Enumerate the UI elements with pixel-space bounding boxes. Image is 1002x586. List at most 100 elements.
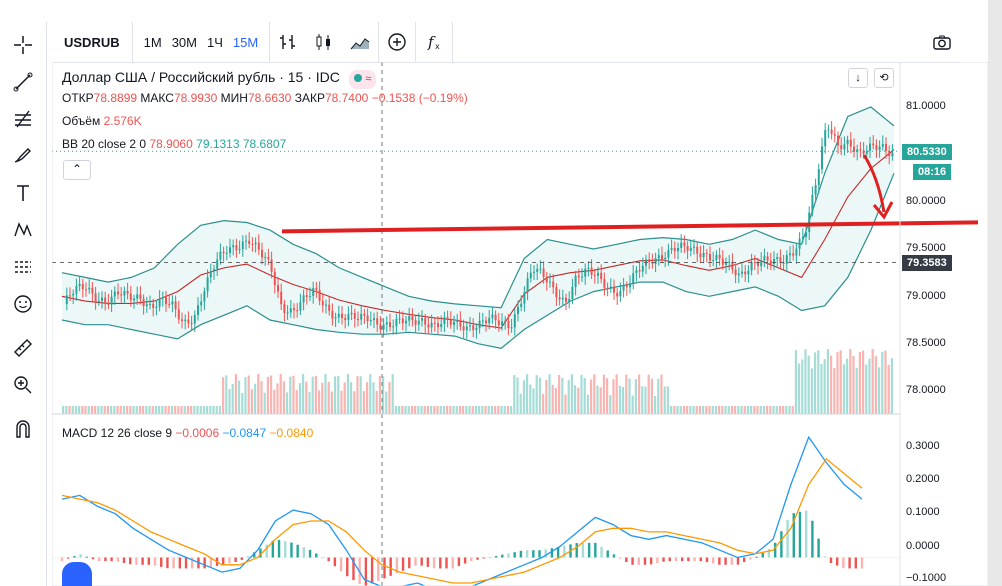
candle-body [686, 245, 689, 251]
macd-histogram-bar [383, 557, 386, 579]
camera-icon[interactable] [924, 22, 960, 62]
macd-histogram-bar [637, 557, 640, 565]
volume-bar [823, 359, 826, 414]
magnet-icon[interactable] [8, 414, 38, 444]
pattern-tool-icon[interactable] [8, 215, 38, 245]
candle-body [72, 293, 75, 296]
macd-histogram-bar [85, 556, 89, 558]
candle-body [763, 256, 766, 261]
forecast-tool-icon[interactable] [8, 252, 38, 282]
macd-histogram-bar [773, 542, 777, 558]
candle-body [222, 251, 225, 253]
volume-bar [686, 406, 689, 414]
interval-1h[interactable]: 1Ч [206, 34, 223, 50]
candle-body [757, 262, 759, 266]
chart-canvas[interactable] [52, 62, 988, 586]
fib-tool-icon[interactable] [8, 104, 38, 134]
macd-histogram-bar [767, 549, 771, 558]
volume-bar [337, 376, 340, 414]
chart-legend: Доллар США / Российский рубль · 15 · IDC… [62, 68, 468, 154]
collapse-legend-button[interactable]: ⌃ [63, 160, 91, 180]
symbol-search-button[interactable]: USDRUB [64, 34, 120, 50]
candle-body [65, 295, 68, 304]
macd-histogram-bar [742, 557, 746, 563]
candle-body [449, 319, 452, 325]
volume-bar [740, 406, 743, 414]
zoom-in-icon[interactable] [8, 370, 38, 400]
interval-30m[interactable]: 30М [171, 34, 197, 50]
emoji-tool-icon[interactable] [8, 289, 38, 319]
interval-1m[interactable]: 1М [143, 34, 162, 50]
high-value: 78.9930 [173, 91, 218, 105]
candles-style-icon[interactable] [306, 22, 342, 62]
volume-bar [775, 406, 778, 414]
macd-histogram-bar [538, 550, 541, 558]
volume-bar [711, 406, 714, 414]
candle-body [296, 310, 299, 312]
macd-histogram-bar [110, 557, 113, 562]
crosshair-tool-icon[interactable] [8, 30, 38, 60]
candle-body [574, 275, 577, 287]
ruler-tool-icon[interactable] [8, 333, 38, 363]
volume-bar [430, 406, 433, 414]
candle-body [184, 319, 187, 321]
volume-bar [807, 355, 810, 414]
candle-body [696, 246, 699, 254]
macd-histogram-bar [420, 557, 423, 566]
candle-body [491, 314, 494, 318]
compare-add-icon[interactable] [379, 22, 415, 62]
candle-body [811, 194, 814, 213]
volume-bar [302, 374, 305, 414]
macd-histogram-bar [141, 557, 144, 565]
candle-body [507, 321, 510, 329]
macd-pane [60, 435, 864, 586]
candle-body [843, 144, 846, 150]
volume-bar [145, 406, 148, 414]
candle-body [641, 265, 644, 272]
volume-bar [734, 406, 737, 414]
candle-body [638, 270, 641, 272]
volume-bar [881, 351, 884, 414]
macd-histogram-bar [358, 557, 361, 584]
drawn-resistance-line [281, 220, 979, 234]
macd-histogram-bar [792, 513, 795, 558]
bars-style-icon[interactable] [270, 22, 306, 62]
volume-bar [388, 381, 391, 414]
tradingview-logo-icon[interactable] [62, 562, 92, 586]
candle-body [446, 317, 449, 320]
candle-body [741, 271, 743, 274]
svg-text:x: x [435, 42, 440, 51]
area-style-icon[interactable] [342, 22, 378, 62]
macd-line [61, 435, 863, 586]
brush-tool-icon[interactable] [8, 141, 38, 171]
volume-bar [209, 406, 212, 414]
candle-body [693, 246, 695, 248]
candle-body [174, 301, 177, 310]
candle-body [709, 253, 711, 261]
candle-body [440, 323, 443, 328]
candle-body [177, 309, 180, 320]
volume-bar [372, 382, 375, 414]
candle-body [302, 295, 305, 303]
macd-tick: 0.1000 [906, 506, 940, 518]
volume-bar [404, 406, 407, 414]
volume-bar [772, 406, 775, 414]
interval-15m[interactable]: 15М [232, 34, 259, 50]
macd-histogram-bar [618, 557, 622, 559]
text-tool-icon[interactable] [8, 178, 38, 208]
arrow-down-icon[interactable]: ↓ [848, 68, 868, 88]
volume-bar [814, 352, 817, 414]
volume-bar [622, 387, 625, 414]
macd-histogram-bar [60, 557, 64, 562]
candle-body [856, 149, 859, 152]
reset-icon[interactable]: ⟲ [874, 68, 894, 88]
volume-bar [362, 391, 365, 414]
candle-body [808, 212, 811, 233]
candle-body [552, 281, 555, 288]
macd-histogram-bar [370, 557, 374, 584]
candle-body [225, 252, 228, 254]
candle-body [373, 318, 375, 320]
candle-body [824, 130, 827, 147]
trend-line-tool-icon[interactable] [8, 67, 38, 97]
